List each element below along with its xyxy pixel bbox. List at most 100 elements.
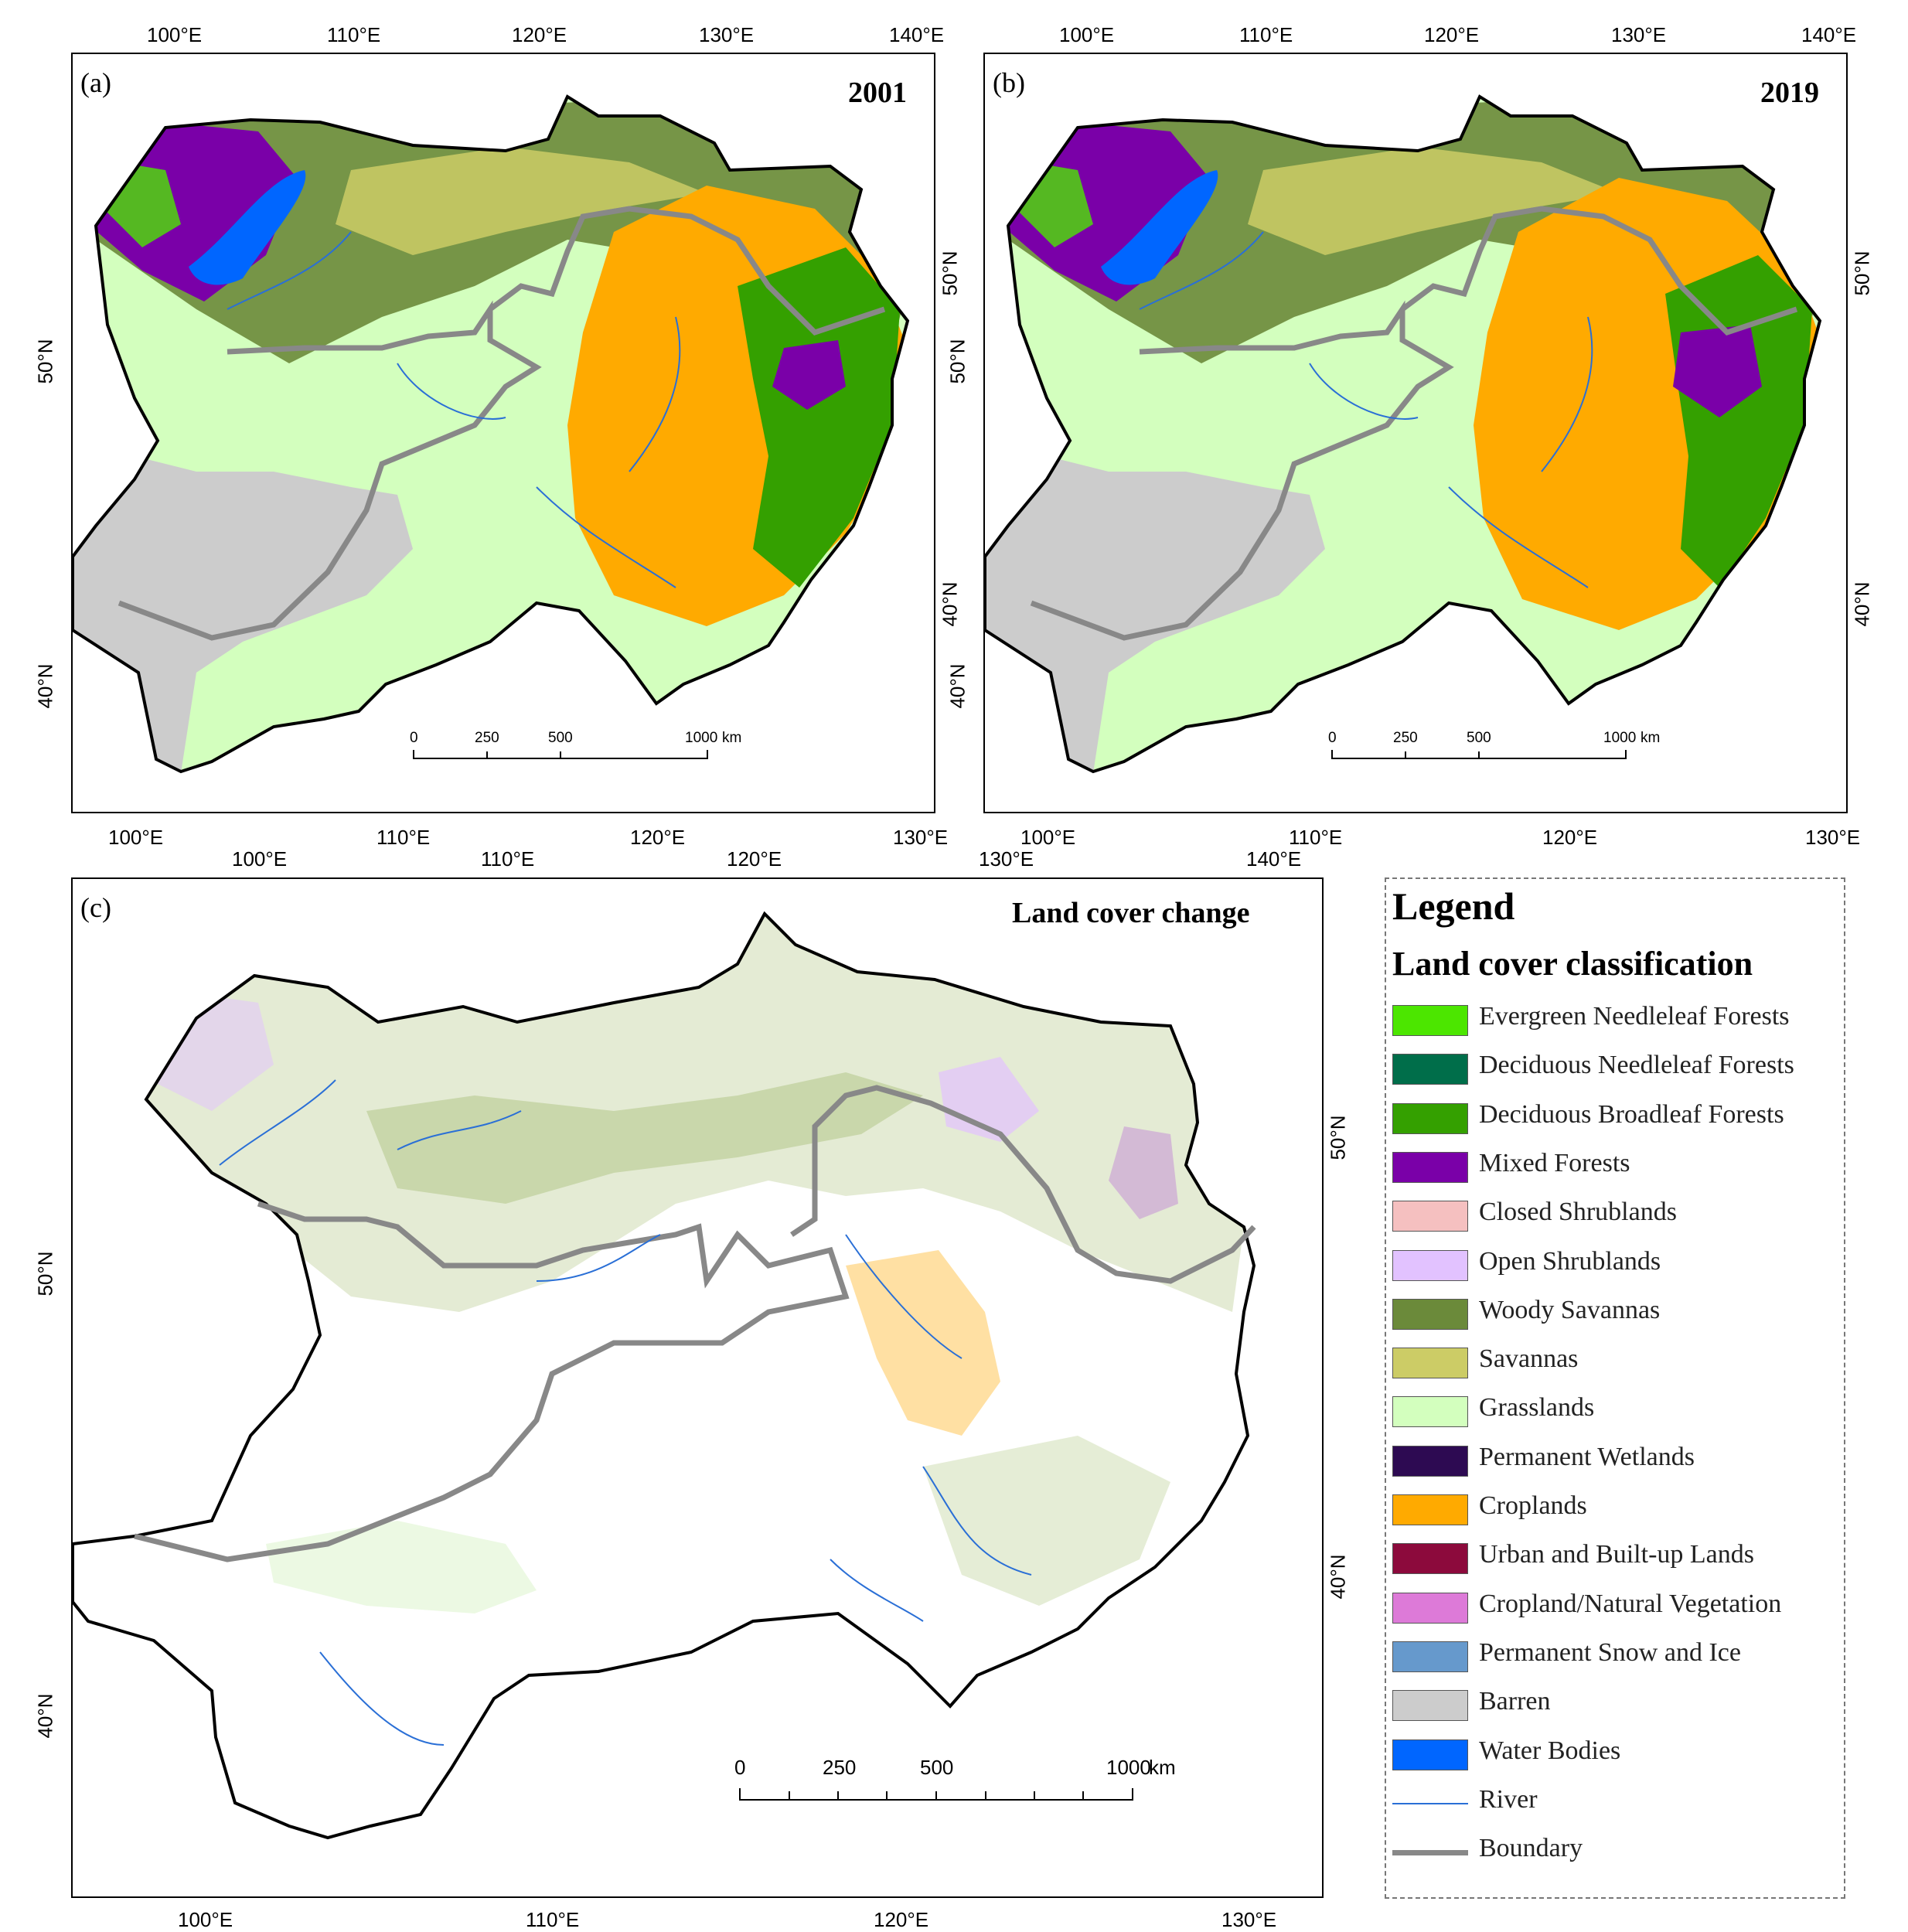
legend-label: Deciduous Broadleaf Forests [1479,1099,1784,1129]
map-2019-canvas [985,94,1822,774]
tick-label: 50°N [1326,1115,1350,1160]
legend-swatch [1392,1690,1468,1722]
legend-label: River [1479,1784,1538,1814]
legend-item: Croplands [1392,1488,1848,1532]
panel-c-land-cover-change: (c) Land cover change 0 250 500 1000 km [71,877,1324,1898]
legend-swatch [1392,1005,1468,1036]
legend-label: Cropland/Natural Vegetation [1479,1589,1782,1618]
legend-item: Evergreen Needleleaf Forests [1392,999,1848,1042]
scale-unit: km [1149,1756,1176,1779]
legend-swatch [1392,1641,1468,1672]
scale-label: 250 [1393,730,1418,746]
scale-label: 1000 [1603,730,1637,746]
tick-label: 50°N [1850,250,1874,296]
map-2001-canvas [73,94,910,774]
tick-label: 40°N [33,663,57,709]
tick-label: 140°E [889,23,945,46]
tick-label: 40°N [1850,581,1874,627]
legend-item: Permanent Snow and Ice [1392,1635,1848,1678]
scale-label: 500 [920,1756,954,1779]
legend-item: Open Shrublands [1392,1244,1848,1287]
tick-label: 110°E [1289,826,1343,849]
tick-label: 40°N [945,663,969,709]
panel-a-letter: (a) [80,67,111,98]
legend-swatch [1392,1249,1468,1281]
legend-item: Savannas [1392,1341,1848,1385]
tick-label: 40°N [33,1693,57,1739]
legend-item: Woody Savannas [1392,1293,1848,1336]
legend-label: Permanent Wetlands [1479,1442,1695,1471]
legend-item: Cropland/Natural Vegetation [1392,1586,1848,1630]
legend-label: Barren [1479,1687,1551,1716]
scale-unit: km [722,730,742,746]
scale-bar-c: 0 250 500 1000 km [734,1756,1176,1821]
legend-label: Savannas [1479,1344,1579,1374]
tick-label: 100°E [232,847,288,871]
legend-label: Urban and Built-up Lands [1479,1540,1754,1569]
legend-item: Water Bodies [1392,1733,1848,1777]
tick-label: 130°E [1611,23,1667,46]
tick-label: 40°N [938,581,962,627]
scale-label: 500 [1467,730,1491,746]
change-map-canvas [73,911,1256,1840]
panel-b-map-2019: (b) 2019 0 250 500 1000 km [983,53,1848,813]
panel-b-letter: (b) [993,67,1025,98]
tick-label: 130°E [979,847,1034,871]
tick-label: 130°E [1805,826,1861,849]
tick-label: 120°E [1542,826,1598,849]
legend-label: Evergreen Needleleaf Forests [1479,1002,1790,1031]
legend-label: Deciduous Needleleaf Forests [1479,1051,1794,1080]
legend-swatch [1392,1543,1468,1575]
legend-label: Croplands [1479,1491,1587,1520]
legend-item: Permanent Wetlands [1392,1440,1848,1483]
panel-a-map-2001: (a) 2001 0 250 500 1000 km [71,53,935,813]
panel-c-title: Land cover change [1012,897,1250,929]
tick-label: 50°N [33,339,57,384]
legend-item: Deciduous Broadleaf Forests [1392,1097,1848,1140]
legend-label: Open Shrublands [1479,1246,1661,1276]
legend-swatch [1392,1102,1468,1134]
tick-label: 120°E [1424,23,1480,46]
tick-label: 100°E [147,23,203,46]
scale-unit: km [1641,730,1661,746]
legend-swatch [1392,1592,1468,1624]
tick-label: 100°E [108,826,164,849]
tick-label: 50°N [938,250,962,296]
legend-swatch [1392,1396,1468,1428]
tick-label: 110°E [376,826,431,849]
river-line-symbol [1392,1802,1468,1804]
legend-swatch [1392,1494,1468,1525]
boundary-line-symbol [1392,1850,1468,1856]
scale-label: 0 [410,730,418,746]
legend-swatch [1392,1348,1468,1379]
scale-label: 1000 [1106,1756,1151,1779]
tick-label: 110°E [327,23,381,46]
legend-item: Deciduous Needleleaf Forests [1392,1048,1848,1091]
tick-label: 120°E [727,847,782,871]
tick-label: 50°N [33,1251,57,1297]
legend-swatch [1392,1739,1468,1770]
tick-label: 140°E [1246,847,1302,871]
tick-label: 100°E [1020,826,1076,849]
legend-swatch [1392,1298,1468,1330]
tick-label: 120°E [630,826,686,849]
panel-b-year: 2019 [1760,77,1819,109]
legend-label: Mixed Forests [1479,1148,1630,1177]
legend-label: Closed Shrublands [1479,1198,1677,1227]
tick-label: 110°E [1239,23,1293,46]
legend-item: River [1392,1782,1848,1825]
scale-label: 250 [475,730,499,746]
legend-swatch [1392,1201,1468,1232]
legend-label: Woody Savannas [1479,1295,1661,1324]
scale-label: 1000 [685,730,718,746]
legend-box: Legend Land cover classification Evergre… [1385,877,1845,1899]
tick-label: 140°E [1801,23,1857,46]
legend-label: Permanent Snow and Ice [1479,1637,1741,1667]
panel-a-year: 2001 [848,77,907,109]
tick-label: 100°E [1059,23,1115,46]
legend-item: Mixed Forests [1392,1146,1848,1189]
tick-label: 120°E [512,23,567,46]
legend-item: Closed Shrublands [1392,1194,1848,1238]
legend-item: Urban and Built-up Lands [1392,1537,1848,1580]
scale-bar-a: 0 250 500 1000 km [410,730,741,773]
